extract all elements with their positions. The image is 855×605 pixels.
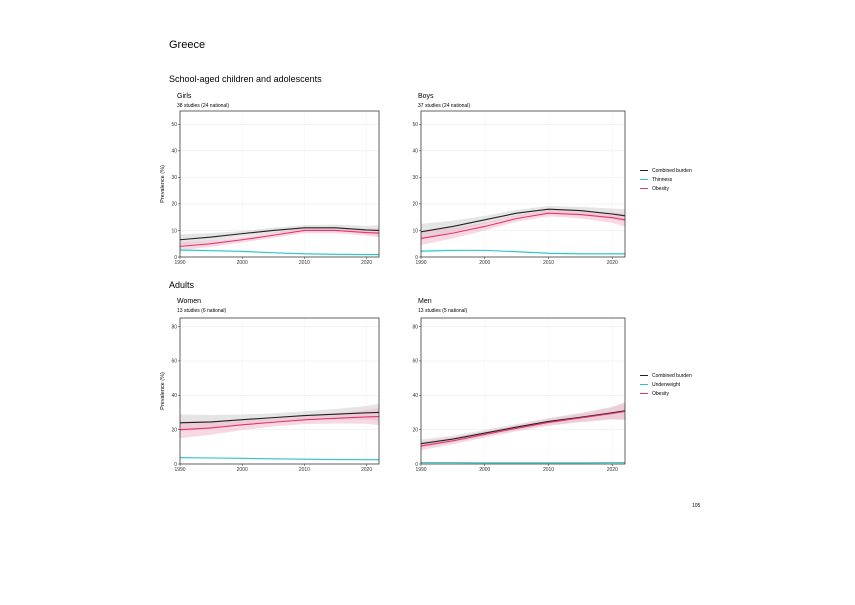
y-tick-label: 50 [171,122,177,128]
legend-label: Obesity [652,391,669,397]
y-tick-label: 40 [412,149,418,155]
x-tick-label: 2020 [607,260,618,266]
panel-subtitle-boys: 37 studies (24 national) [418,103,470,109]
x-tick-label: 1990 [415,467,426,473]
series-line-obesity [420,410,626,447]
y-tick-label: 0 [174,255,177,261]
legend-item-thinness: Thinness [640,177,672,183]
y-tick-label: 20 [412,427,418,433]
series-line-combined [179,411,380,424]
x-tick-label: 2010 [543,467,554,473]
legend-label: Combined burden [652,373,692,379]
panel-subtitle-men: 13 studies (5 national) [418,308,468,314]
series-band-obesity [180,408,379,439]
x-tick-label: 2000 [479,467,490,473]
series-line-thinness [179,457,379,461]
y-tick-label: 20 [171,427,177,433]
legend-label: Obesity [652,186,669,192]
y-tick-label: 40 [171,149,177,155]
plot-frame [179,110,380,258]
panel-title-boys: Boys [418,93,434,100]
y-tick-label: 20 [412,202,418,208]
legend-item-obesity: Obesity [640,391,669,397]
panel-title-girls: Girls [177,93,192,100]
series-band-obesity [180,227,379,251]
x-tick-label: 2010 [299,260,310,266]
plot-frame [420,110,626,258]
y-tick-label: 0 [415,462,418,468]
x-tick-label: 2020 [361,260,372,266]
series-line-obesity [420,212,626,239]
legend-label: Underweight [652,382,681,388]
series-line-obesity [179,229,380,247]
y-tick-label: 60 [171,359,177,365]
x-tick-label: 2000 [479,260,490,266]
legend-item-underweight: Underweight [640,382,680,388]
plot-frame [179,317,380,465]
y-tick-label: 10 [412,228,418,234]
x-tick-label: 2010 [299,467,310,473]
y-tick-label: 30 [171,175,177,181]
chart-panel-girls: 0 10 20 30 40 50 1990 2000 2010 2020 Prevalence (%… [160,110,380,266]
country-title: Greece [169,39,206,51]
x-tick-label: 1990 [174,260,185,266]
y-tick-label: 40 [171,393,177,399]
y-tick-label: 40 [412,393,418,399]
chart-panel-boys: 0 10 20 30 40 50 1990 2000 2010 2020 [412,110,626,266]
series-line-thinness [420,249,625,255]
legend-label: Thinness [652,177,673,183]
panel-title-men: Men [418,298,432,305]
series-line-thinness [179,249,379,256]
y-axis-label: Prevalence (%) [160,165,166,203]
plot-frame [420,317,626,465]
y-tick-label: 60 [412,359,418,365]
legend-swatch-obesity [640,188,648,190]
panel-title-women: Women [177,298,201,305]
series-line-combined [179,227,380,241]
legend-item-obesity: Obesity [640,186,669,192]
y-tick-label: 20 [171,202,177,208]
x-tick-label: 2020 [607,467,618,473]
y-tick-label: 0 [174,462,177,468]
y-tick-label: 80 [412,324,418,330]
x-tick-label: 2020 [361,467,372,473]
section-adults-title: Adults [169,280,195,290]
legend-swatch-combined [640,170,648,172]
legend-swatch-underweight [640,384,648,386]
page-number: 105 [692,503,701,509]
y-tick-label: 30 [412,175,418,181]
legend-label: Combined burden [652,168,692,174]
chart-panel-women: 0 20 40 60 80 1990 2000 2010 2020 Prevalence (%) [160,317,380,473]
x-tick-label: 2010 [543,260,554,266]
legend-swatch-combined [640,375,648,377]
section-children-title: School-aged children and adolescents [169,74,322,84]
legend-item-combined: Combined burden [640,168,692,174]
x-tick-label: 1990 [415,260,426,266]
series-line-combined [420,410,626,445]
y-tick-label: 80 [171,324,177,330]
series-line-obesity [179,416,380,431]
series-line-combined [420,208,626,233]
chart-panel-men: 0 20 40 60 80 1990 2000 2010 2020 [412,317,626,473]
x-tick-label: 1990 [174,467,185,473]
y-tick-label: 10 [171,228,177,234]
legend-item-combined: Combined burden [640,373,692,379]
panel-subtitle-girls: 38 studies (24 national) [177,103,229,109]
legend-swatch-obesity [640,393,648,395]
y-tick-label: 0 [415,255,418,261]
legend-swatch-thinness [640,179,648,181]
x-tick-label: 2000 [237,467,248,473]
y-axis-label: Prevalence (%) [160,372,166,410]
y-tick-label: 50 [412,122,418,128]
panel-subtitle-women: 13 studies (6 national) [177,308,227,314]
x-tick-label: 2000 [237,260,248,266]
